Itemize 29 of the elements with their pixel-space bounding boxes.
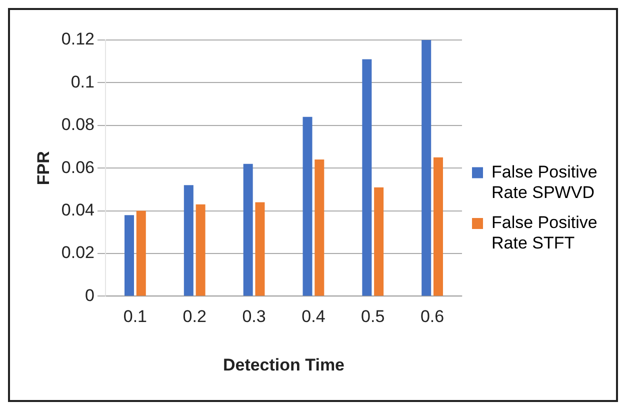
x-tick-label: 0.5 xyxy=(361,307,385,326)
bar xyxy=(184,185,194,296)
x-tick-label: 0.6 xyxy=(420,307,444,326)
bar xyxy=(243,164,253,296)
bar xyxy=(124,215,134,296)
legend-label: False Positive Rate STFT xyxy=(492,213,598,253)
y-tick-label: 0.06 xyxy=(61,158,94,177)
y-tick-label: 0.12 xyxy=(61,30,94,49)
x-tick-label: 0.2 xyxy=(182,307,206,326)
x-tick-label: 0.4 xyxy=(302,307,326,326)
bar xyxy=(196,204,206,296)
bar xyxy=(136,210,146,296)
y-tick-label: 0 xyxy=(85,286,94,305)
bar xyxy=(433,157,443,296)
bar xyxy=(374,187,384,296)
bar xyxy=(362,59,372,296)
y-axis-title: FPR xyxy=(34,151,53,186)
x-axis-title: Detection Time xyxy=(222,355,345,374)
bar xyxy=(314,160,324,296)
bar xyxy=(255,202,265,296)
x-tick-label: 0.3 xyxy=(242,307,266,326)
y-tick-label: 0.02 xyxy=(61,243,94,262)
y-tick-label: 0.1 xyxy=(70,72,94,92)
y-tick-label: 0.08 xyxy=(61,115,94,134)
y-tick-label: 0.04 xyxy=(61,200,94,220)
x-tick-label: 0.1 xyxy=(123,307,148,326)
legend-label: False Positive Rate SPWVD xyxy=(492,162,598,202)
bar xyxy=(422,40,432,296)
bar xyxy=(302,116,312,296)
